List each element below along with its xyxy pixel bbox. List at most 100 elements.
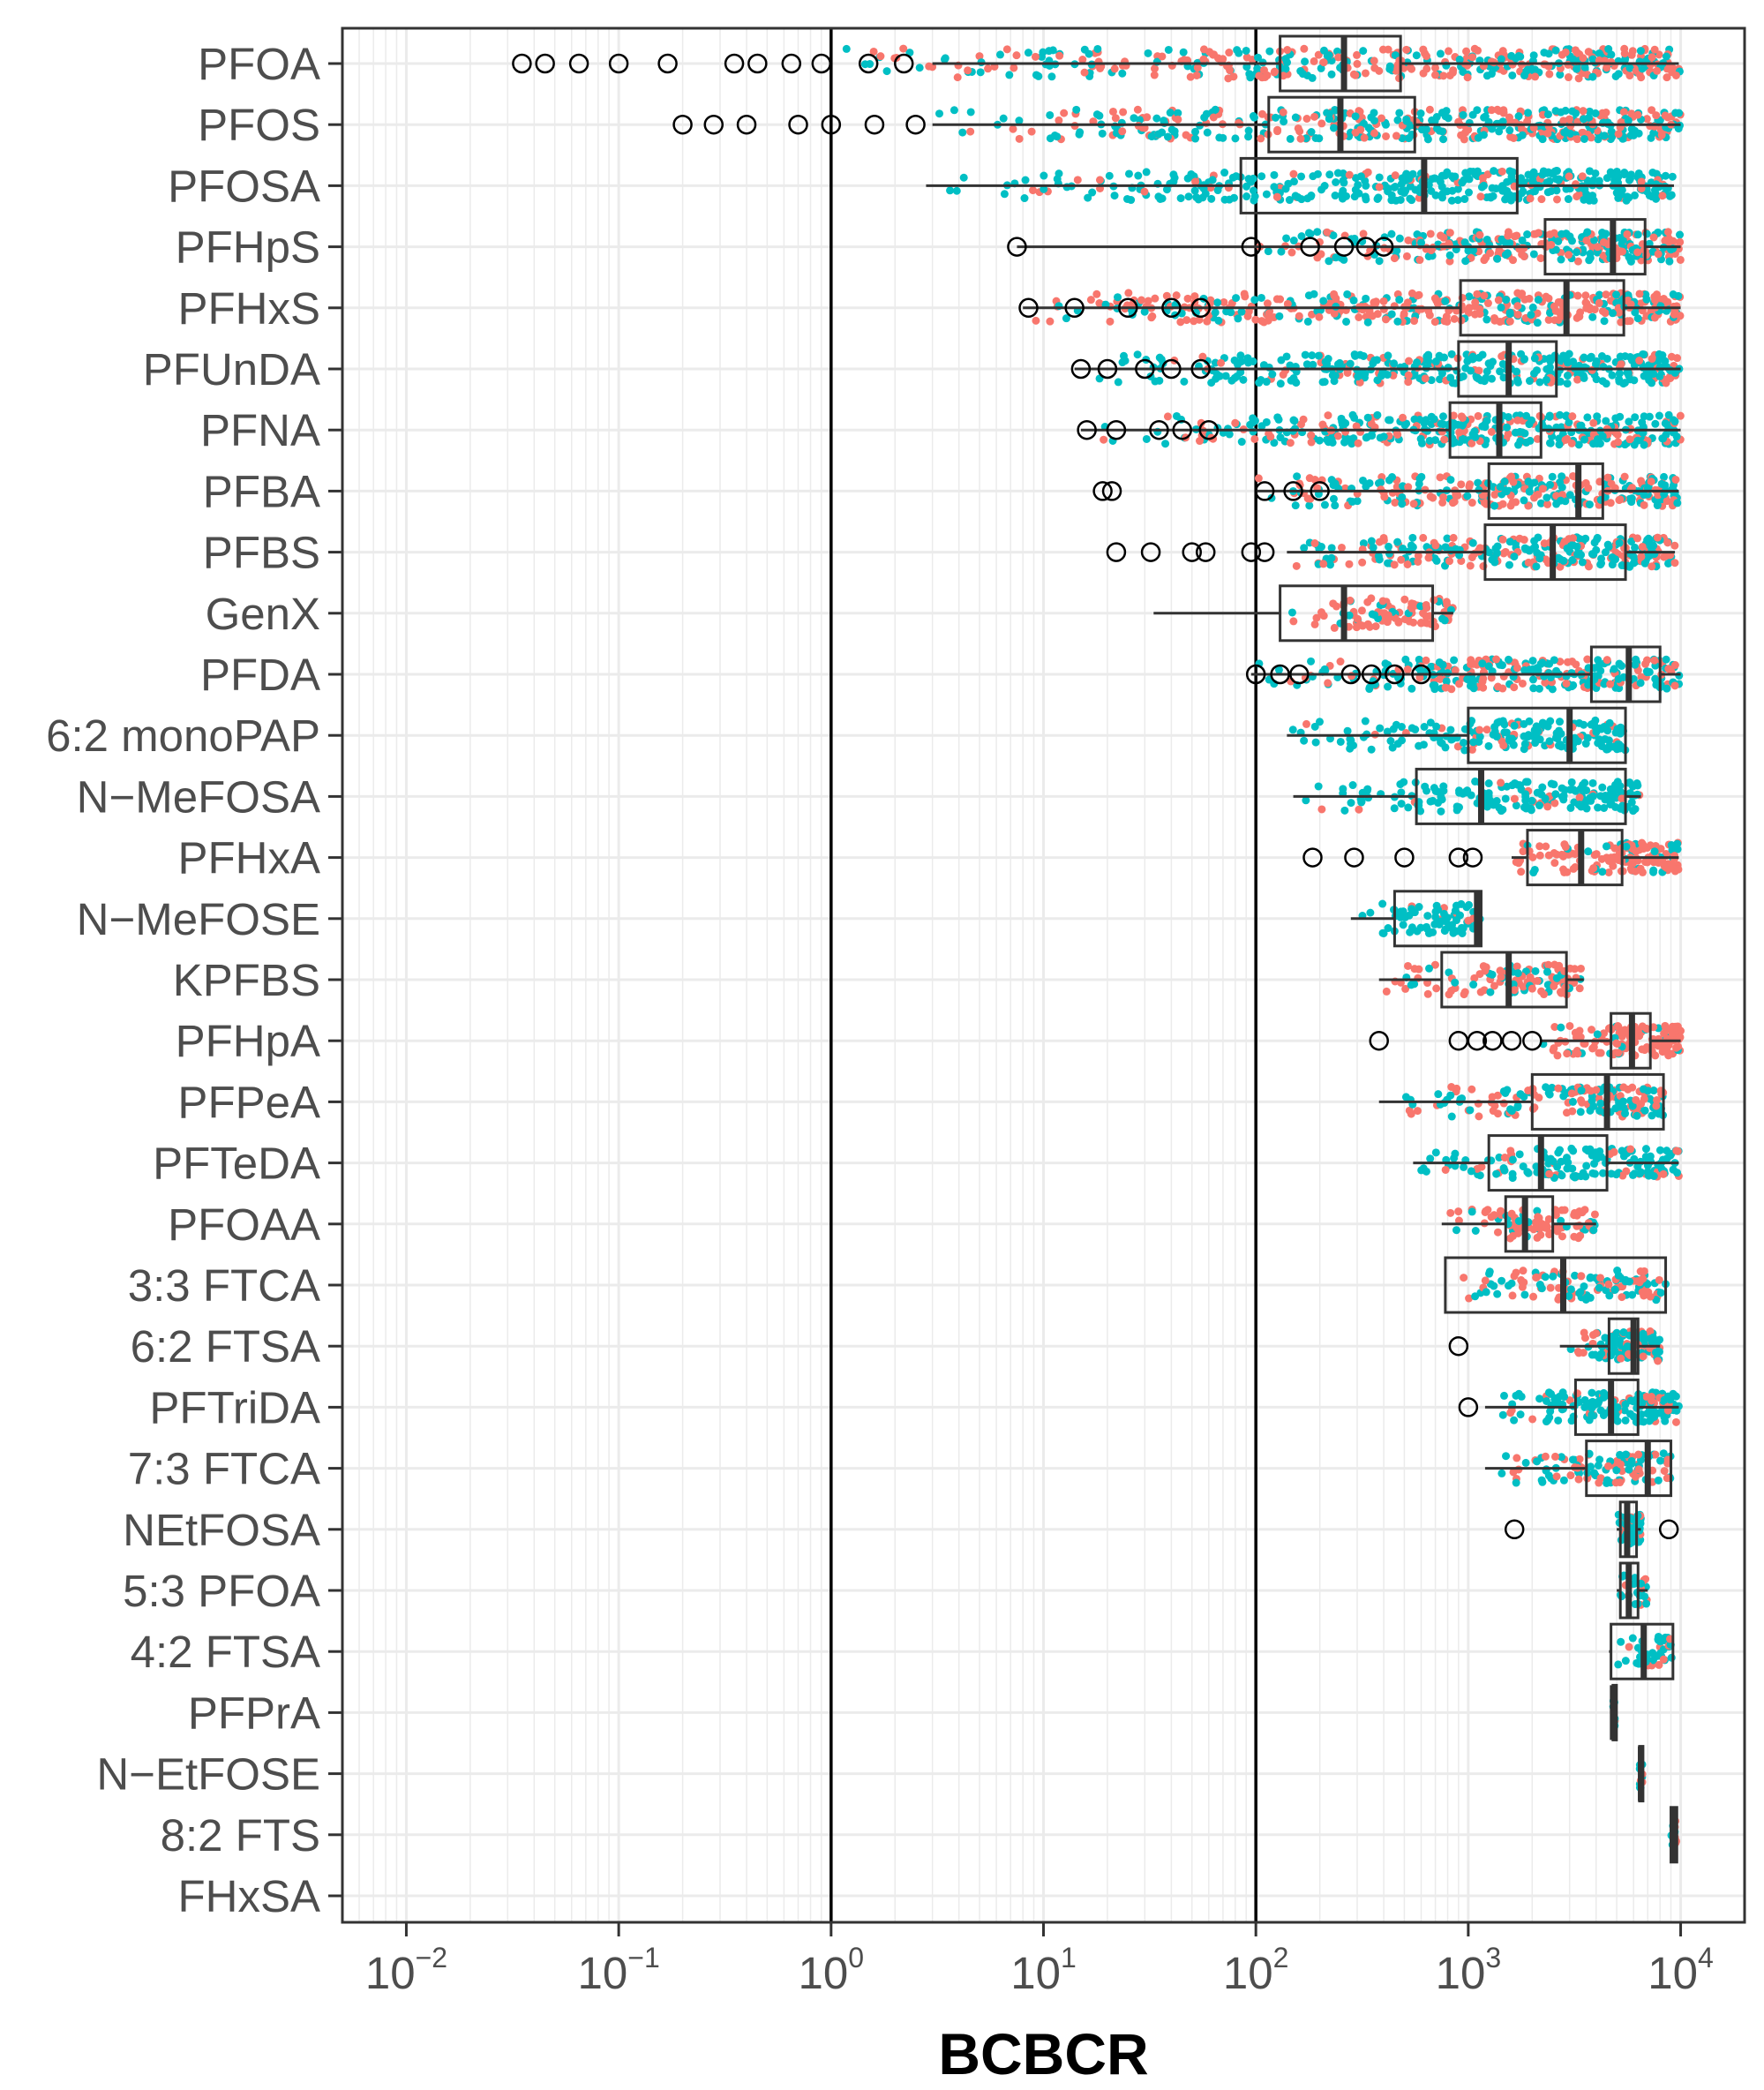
jitter-point <box>1475 366 1483 375</box>
jitter-point <box>1527 311 1535 320</box>
jitter-point <box>966 108 975 117</box>
jitter-point <box>1611 414 1620 423</box>
jitter-point <box>1501 251 1510 259</box>
jitter-point <box>1595 298 1603 307</box>
jitter-point <box>1431 64 1440 72</box>
jitter-point <box>1093 44 1102 53</box>
jitter-point <box>1532 562 1541 571</box>
jitter-point <box>1302 719 1310 728</box>
jitter-point <box>1665 257 1674 266</box>
jitter-point <box>1250 196 1258 205</box>
jitter-point <box>1533 309 1542 318</box>
jitter-point <box>1487 70 1496 79</box>
jitter-point <box>1497 303 1505 312</box>
jitter-point <box>1163 132 1172 141</box>
jitter-point <box>1475 230 1484 239</box>
jitter-point <box>1386 736 1395 745</box>
jitter-point <box>1053 132 1062 141</box>
jitter-point <box>1133 350 1142 359</box>
jitter-point <box>1399 907 1407 916</box>
jitter-point <box>1633 230 1642 239</box>
jitter-point <box>1407 684 1416 693</box>
jitter-point <box>1382 987 1391 996</box>
jitter-point <box>1638 64 1647 73</box>
jitter-point <box>1586 1106 1595 1115</box>
jitter-point <box>1655 372 1664 380</box>
jitter-point <box>1563 1049 1572 1058</box>
jitter-point <box>1620 472 1629 481</box>
jitter-point <box>1528 657 1537 665</box>
jitter-point <box>1490 167 1498 176</box>
jitter-point <box>1447 350 1456 358</box>
jitter-point <box>1160 117 1168 125</box>
jitter-point <box>1664 235 1673 244</box>
jitter-point <box>1520 1290 1529 1299</box>
jitter-point <box>1589 864 1598 873</box>
jitter-point <box>1357 797 1366 806</box>
jitter-point <box>1254 474 1263 483</box>
jitter-point <box>1557 255 1565 264</box>
jitter-point <box>1432 113 1441 122</box>
jitter-point <box>1663 497 1671 506</box>
jitter-point <box>1166 109 1175 117</box>
jitter-point <box>1590 1169 1599 1178</box>
jitter-point <box>1537 195 1546 204</box>
jitter-point <box>1474 411 1483 420</box>
jitter-point <box>1390 254 1399 263</box>
jitter-point <box>1015 134 1024 143</box>
jitter-point <box>1530 354 1539 363</box>
jitter-point <box>1513 1103 1522 1112</box>
jitter-point <box>1319 297 1328 305</box>
jitter-point <box>1624 369 1633 378</box>
jitter-point <box>1505 560 1513 569</box>
jitter-point <box>1339 785 1347 793</box>
jitter-point <box>1441 925 1450 934</box>
jitter-point <box>1370 117 1378 125</box>
jitter-point <box>1514 194 1523 203</box>
jitter-point <box>1475 1112 1483 1121</box>
jitter-point <box>1471 1226 1480 1235</box>
jitter-point <box>1657 479 1666 488</box>
jitter-point <box>1554 1148 1563 1157</box>
jitter-point <box>1305 501 1314 510</box>
jitter-point <box>1437 793 1445 801</box>
jitter-point <box>1393 740 1402 748</box>
jitter-point <box>1198 352 1207 361</box>
jitter-point <box>1457 899 1466 908</box>
jitter-point <box>1310 56 1318 65</box>
jitter-point <box>1211 308 1220 317</box>
jitter-point <box>1244 358 1253 367</box>
jitter-point <box>1542 1221 1550 1229</box>
jitter-point <box>1415 256 1424 265</box>
jitter-point <box>1209 113 1218 122</box>
jitter-point <box>1419 741 1428 749</box>
jitter-point <box>1422 416 1430 425</box>
jitter-point <box>1639 840 1648 849</box>
jitter-point <box>1467 1207 1476 1216</box>
jitter-point <box>1580 134 1588 143</box>
jitter-point <box>1653 501 1662 510</box>
jitter-point <box>1381 120 1390 129</box>
jitter-point <box>1530 369 1539 378</box>
jitter-point <box>1331 372 1340 380</box>
jitter-point <box>1593 243 1602 252</box>
jitter-point <box>1648 1111 1656 1120</box>
jitter-point <box>1667 860 1676 868</box>
jitter-point <box>1465 900 1474 909</box>
jitter-point <box>1417 472 1426 481</box>
jitter-point <box>1359 229 1368 238</box>
jitter-point <box>1350 413 1359 422</box>
jitter-point <box>1447 1083 1456 1092</box>
jitter-point <box>1144 297 1152 305</box>
jitter-point <box>1222 307 1231 316</box>
jitter-point <box>1323 228 1332 237</box>
jitter-point <box>1231 134 1240 143</box>
jitter-point <box>1486 362 1495 371</box>
jitter-point <box>1573 542 1581 551</box>
jitter-point <box>1649 369 1658 378</box>
jitter-point <box>1623 229 1632 238</box>
jitter-point <box>1255 71 1264 80</box>
jitter-point <box>1569 534 1578 543</box>
jitter-point <box>1072 105 1081 114</box>
jitter-point <box>1578 558 1587 567</box>
